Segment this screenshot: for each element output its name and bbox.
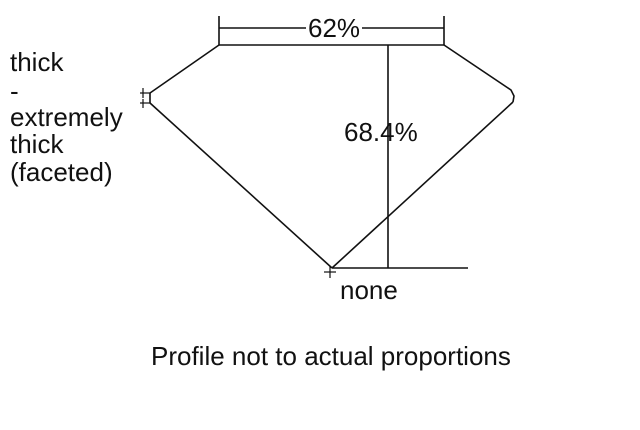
girdle-line: (faceted) (10, 157, 113, 187)
crown-right-edge (443, 44, 515, 103)
pavilion-right-edge (331, 101, 514, 269)
culet-marker (324, 266, 336, 278)
girdle-line: - (10, 76, 19, 106)
girdle-label: thick - extremely thick (faceted) (10, 47, 123, 186)
girdle-line: thick (10, 129, 64, 159)
girdle-line: thick (10, 47, 64, 77)
pavilion-left-edge (149, 102, 333, 269)
girdle-marker (140, 88, 150, 108)
culet-label: none (340, 275, 398, 305)
girdle-line: extremely (10, 102, 123, 132)
proportions-note: Profile not to actual proportions (151, 341, 511, 371)
depth-percent-label: 68.4% (344, 117, 418, 147)
crown-left-edge (149, 44, 220, 94)
table-percent-label: 62% (306, 13, 363, 43)
